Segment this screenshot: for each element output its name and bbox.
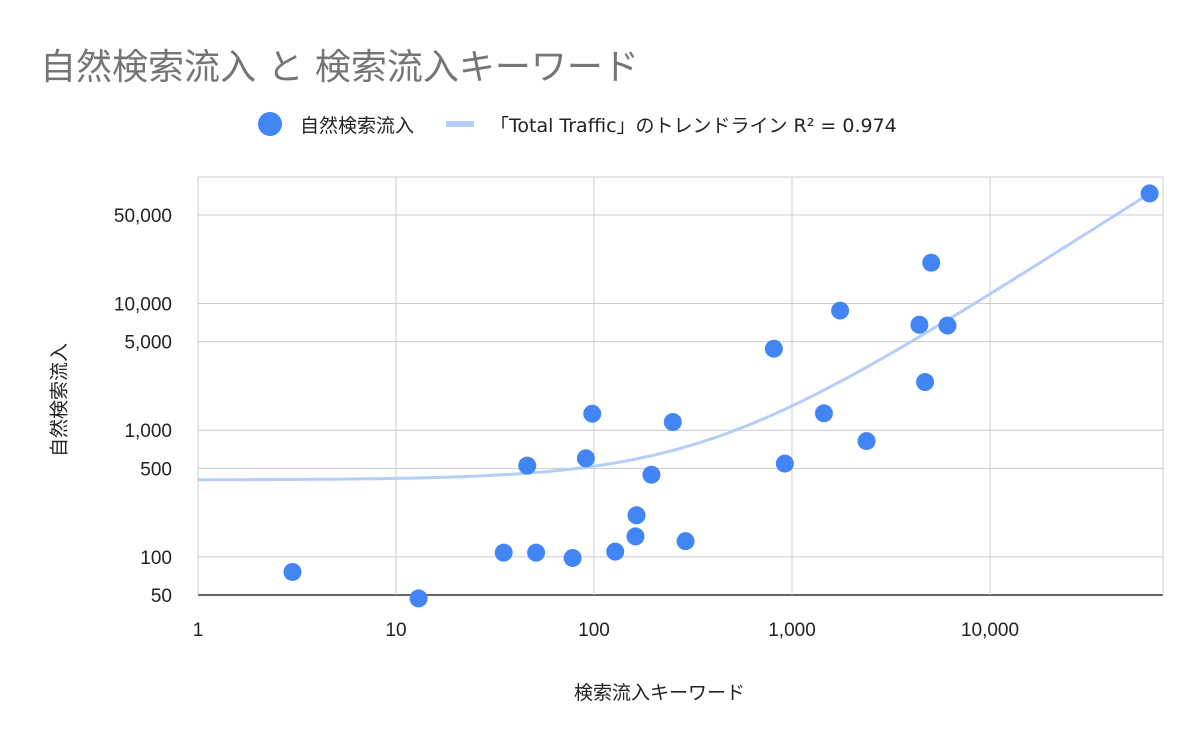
y-axis-title: 自然検索流入 [48, 342, 71, 458]
points-layer [283, 184, 1159, 608]
trendline [198, 191, 1152, 482]
grid-layer [197, 176, 1164, 596]
x-tick-label: 1,000 [768, 620, 816, 641]
y-tick-label: 50,000 [114, 206, 172, 227]
data-point [576, 449, 595, 468]
data-point [775, 454, 794, 473]
data-point [527, 543, 546, 562]
data-point [494, 543, 513, 562]
data-point [626, 527, 645, 546]
data-point [563, 548, 582, 567]
y-tick-label: 1,000 [124, 421, 172, 442]
data-point [518, 456, 537, 475]
data-point [663, 413, 682, 432]
data-point [857, 432, 876, 451]
y-tick-label: 10,000 [114, 295, 172, 316]
data-point [606, 542, 625, 561]
x-tick-label: 10,000 [961, 620, 1019, 641]
data-point [831, 301, 850, 320]
trendline-layer [198, 191, 1152, 482]
data-point [409, 589, 428, 608]
tick-layer: 50 100 500 1,000 5,000 10,000 50,000 1 10 100 1,00… [114, 206, 1019, 641]
y-tick-label: 5,000 [124, 333, 172, 354]
y-tick-label: 500 [140, 459, 172, 480]
chart-legend: 自然検索流入 「Total Traffic」のトレンドライン R² = 0.97… [258, 110, 897, 138]
data-point [676, 532, 695, 551]
y-tick-label: 50 [151, 586, 172, 607]
data-point [922, 253, 941, 272]
data-point [938, 316, 957, 335]
data-point [910, 315, 929, 334]
data-point [764, 339, 783, 358]
y-tick-label: 100 [140, 548, 172, 569]
legend-label-trendline: 「Total Traffic」のトレンドライン R² = 0.974 [490, 114, 897, 137]
data-point [627, 506, 646, 525]
data-point [916, 373, 935, 392]
chart-title: 自然検索流入 と 検索流入キーワード [40, 47, 639, 88]
legend-label-series: 自然検索流入 [300, 114, 415, 137]
legend-marker-trendline [446, 121, 475, 127]
x-tick-label: 100 [578, 620, 610, 641]
data-point [583, 404, 602, 423]
legend-marker-series [258, 112, 282, 136]
x-tick-label: 10 [385, 620, 406, 641]
x-axis-title: 検索流入キーワード [574, 682, 746, 704]
data-point [1140, 184, 1159, 203]
x-tick-label: 1 [193, 620, 204, 641]
data-point [283, 562, 302, 581]
data-point [642, 465, 661, 484]
data-point [814, 404, 833, 423]
